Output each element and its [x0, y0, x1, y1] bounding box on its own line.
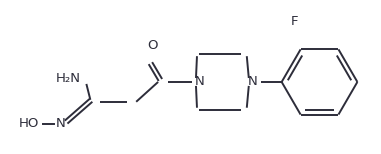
- Text: N: N: [195, 75, 205, 88]
- Text: N: N: [248, 75, 258, 88]
- Text: H₂N: H₂N: [56, 73, 80, 85]
- Text: HO: HO: [19, 117, 39, 130]
- Text: O: O: [147, 39, 157, 52]
- Text: F: F: [291, 15, 298, 28]
- Text: N: N: [56, 117, 66, 130]
